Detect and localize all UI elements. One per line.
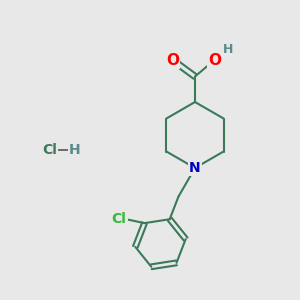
- Text: O: O: [208, 52, 221, 68]
- Text: Cl: Cl: [42, 143, 57, 157]
- Text: H: H: [223, 43, 233, 56]
- Text: N: N: [189, 161, 201, 175]
- Text: Cl: Cl: [112, 212, 126, 226]
- Text: H: H: [69, 143, 81, 157]
- Text: O: O: [166, 52, 179, 68]
